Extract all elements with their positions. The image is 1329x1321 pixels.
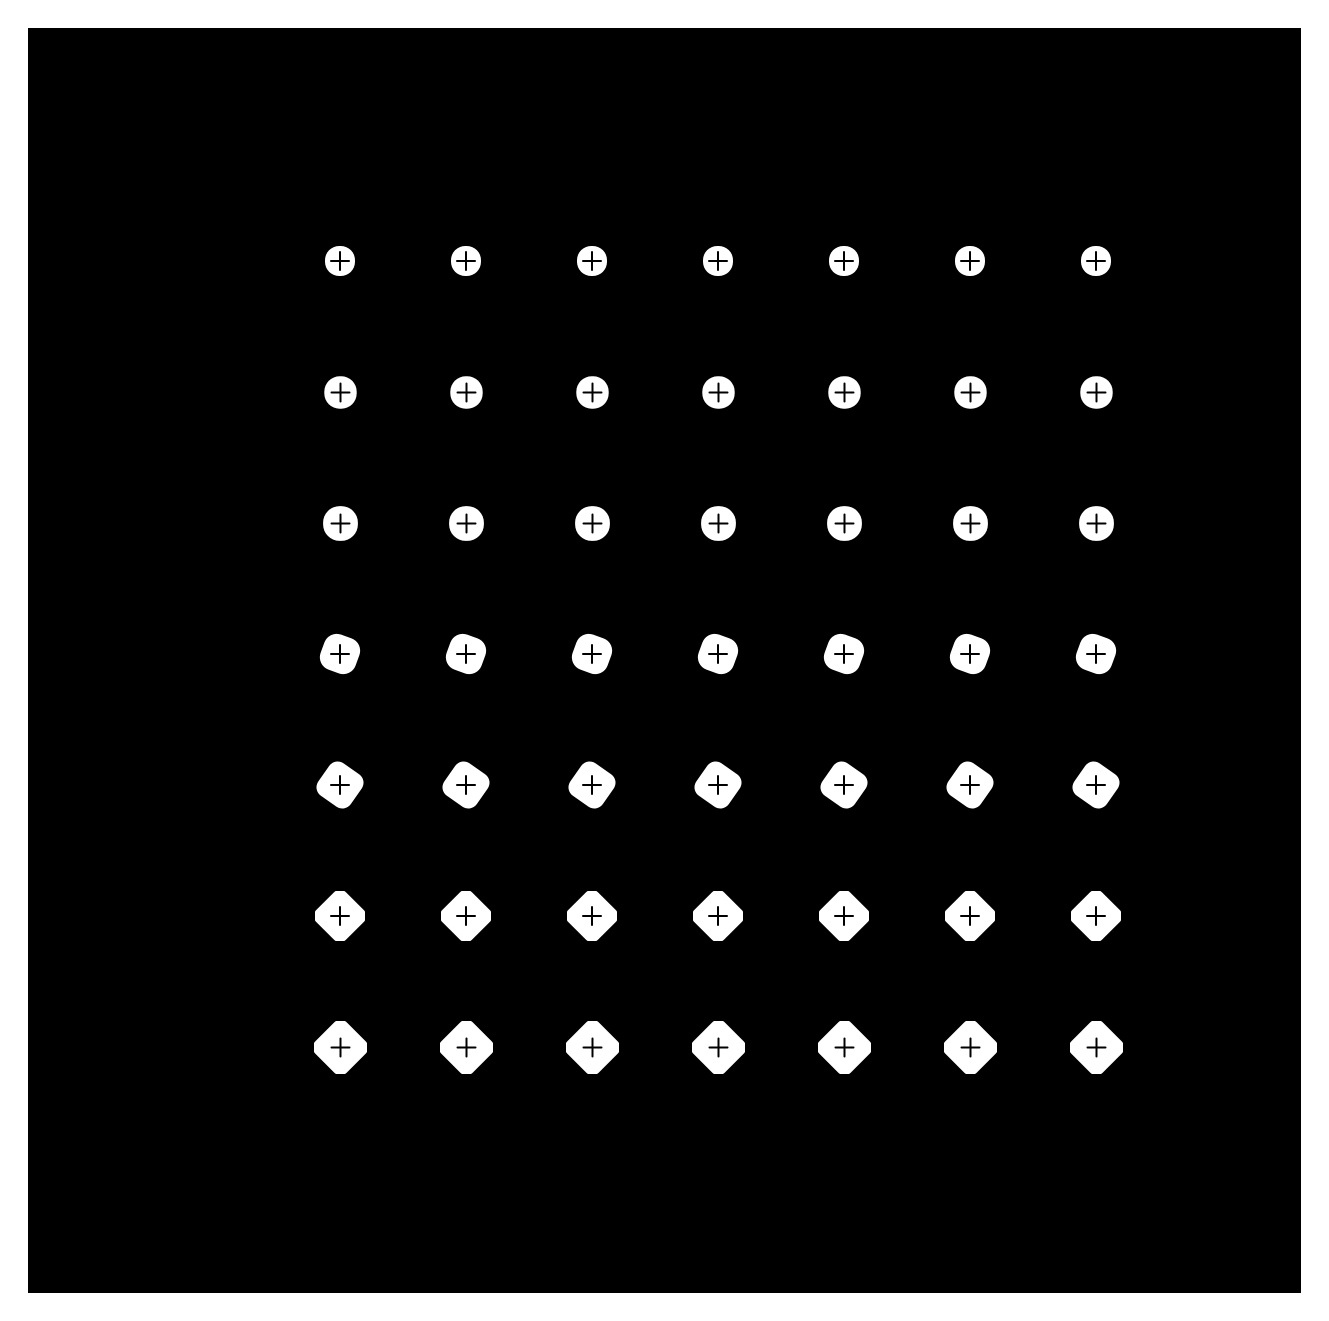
grid-marker [447, 242, 485, 280]
grid-marker [446, 372, 487, 413]
grid-marker [441, 891, 491, 941]
grid-marker [697, 502, 740, 545]
grid-marker [442, 761, 490, 809]
grid-marker [825, 242, 863, 280]
grid-marker [1073, 631, 1119, 677]
grid-marker [320, 372, 361, 413]
grid-marker [321, 242, 359, 280]
grid-marker [317, 631, 363, 677]
grid-marker [445, 502, 488, 545]
grid-marker [573, 242, 611, 280]
grid-marker [695, 631, 741, 677]
grid-marker [946, 761, 994, 809]
grid-marker [1072, 761, 1120, 809]
grid-marker [314, 1021, 367, 1074]
grid-marker [819, 891, 869, 941]
grid-marker [821, 631, 867, 677]
grid-marker [824, 372, 865, 413]
grid-marker [572, 372, 613, 413]
grid-marker [944, 1021, 997, 1074]
grid-marker [949, 502, 992, 545]
grid-marker [692, 1021, 745, 1074]
grid-marker [1076, 372, 1117, 413]
grid-marker [823, 502, 866, 545]
grid-marker [566, 1021, 619, 1074]
grid-marker [818, 1021, 871, 1074]
grid-marker [569, 631, 615, 677]
grid-marker [950, 372, 991, 413]
grid-marker [951, 242, 989, 280]
grid-marker [699, 242, 737, 280]
grid-marker [698, 372, 739, 413]
grid-marker [820, 761, 868, 809]
grid-marker [945, 891, 995, 941]
grid-marker [1071, 891, 1121, 941]
grid-marker [568, 761, 616, 809]
grid-marker [440, 1021, 493, 1074]
grid-marker [1075, 502, 1118, 545]
grid-marker [1077, 242, 1115, 280]
grid-marker [694, 761, 742, 809]
grid-marker [1070, 1021, 1123, 1074]
grid-marker [316, 761, 364, 809]
grid-marker [571, 502, 614, 545]
grid-marker [315, 891, 365, 941]
grid-marker [443, 631, 489, 677]
grid-marker [319, 502, 362, 545]
grid-marker [947, 631, 993, 677]
grid-marker [693, 891, 743, 941]
grid-marker [567, 891, 617, 941]
